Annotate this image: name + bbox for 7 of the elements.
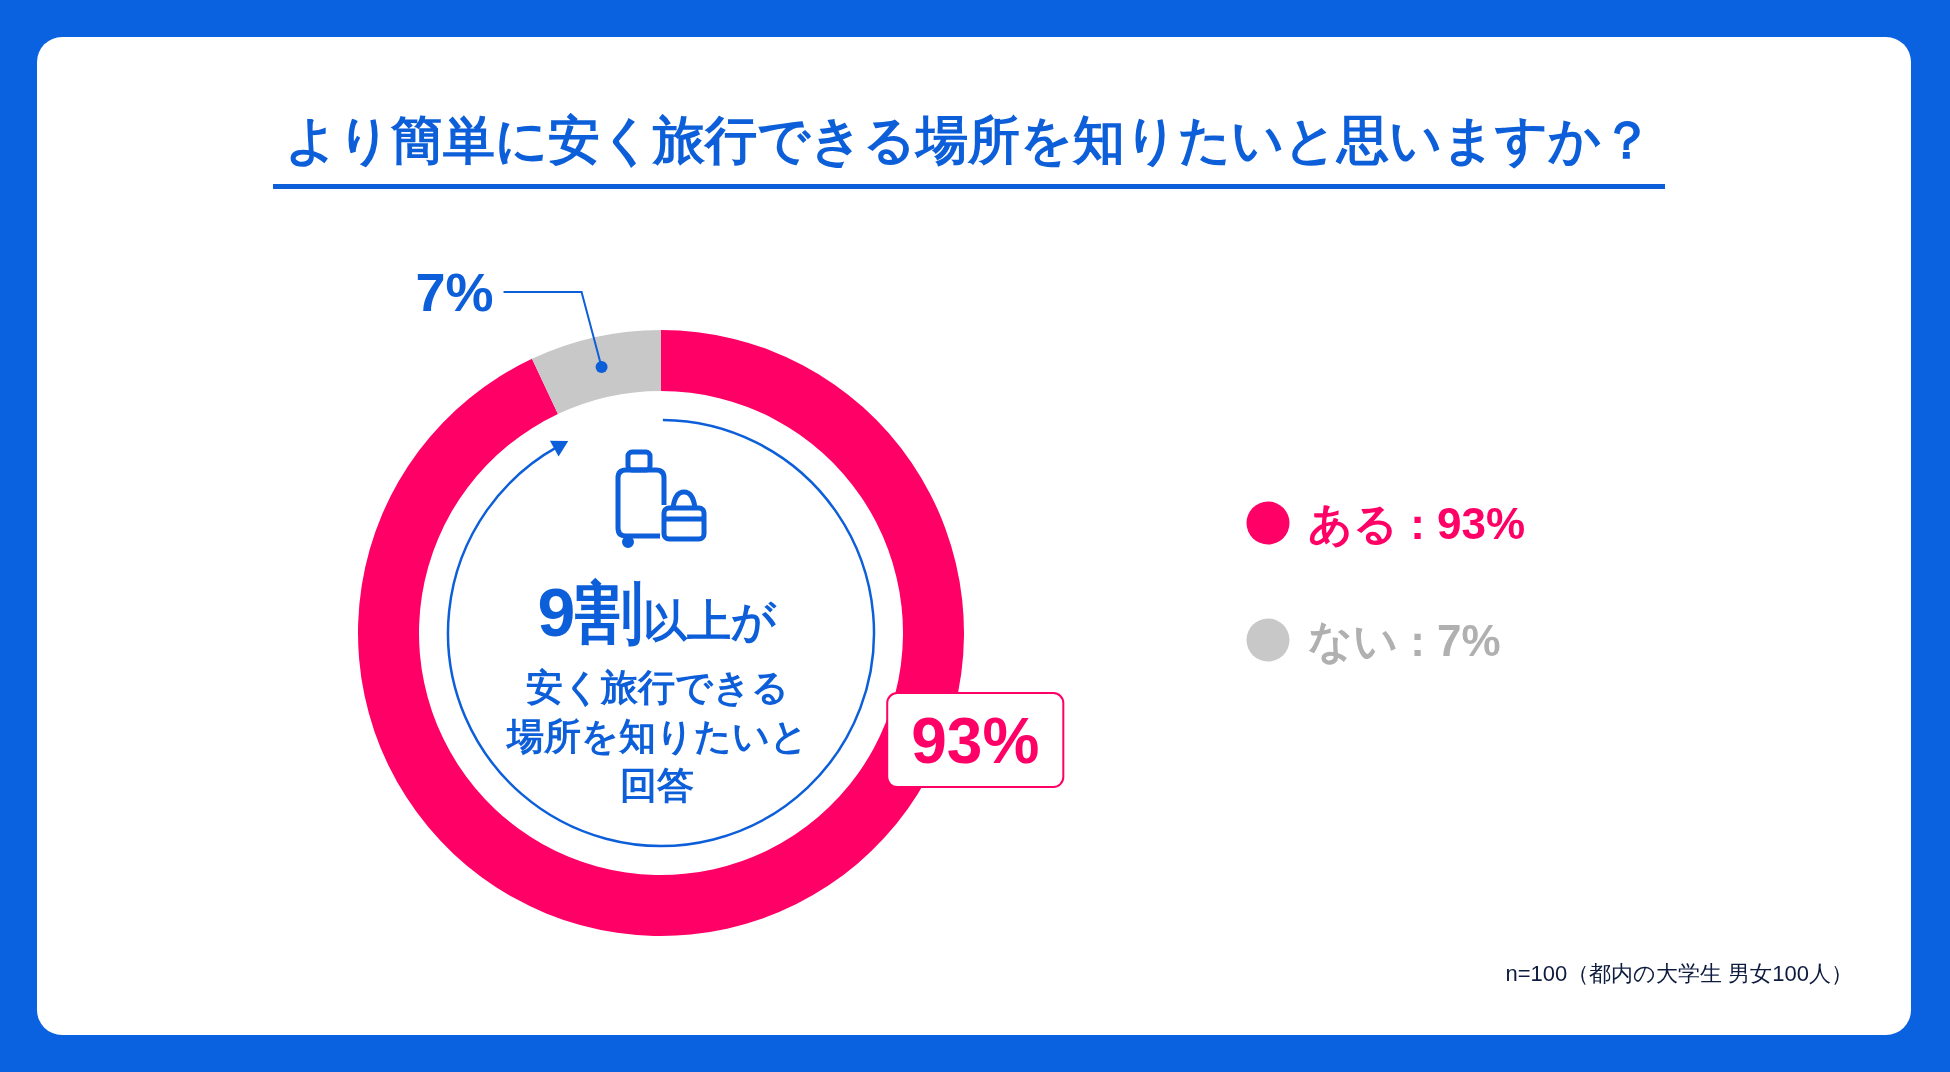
center-text: 回答 (620, 765, 694, 806)
center-text: 安く旅行できる (525, 667, 789, 708)
center-headline: 9割以上が (537, 574, 777, 650)
title: より簡単に安く旅行できる場所を知りたいと思いますか？ (285, 111, 1653, 169)
data-label: 93% (911, 705, 1040, 778)
center-text: 場所を知りたいと (506, 716, 808, 757)
note: n=100（都内の大学生 男女100人） (1505, 961, 1853, 986)
